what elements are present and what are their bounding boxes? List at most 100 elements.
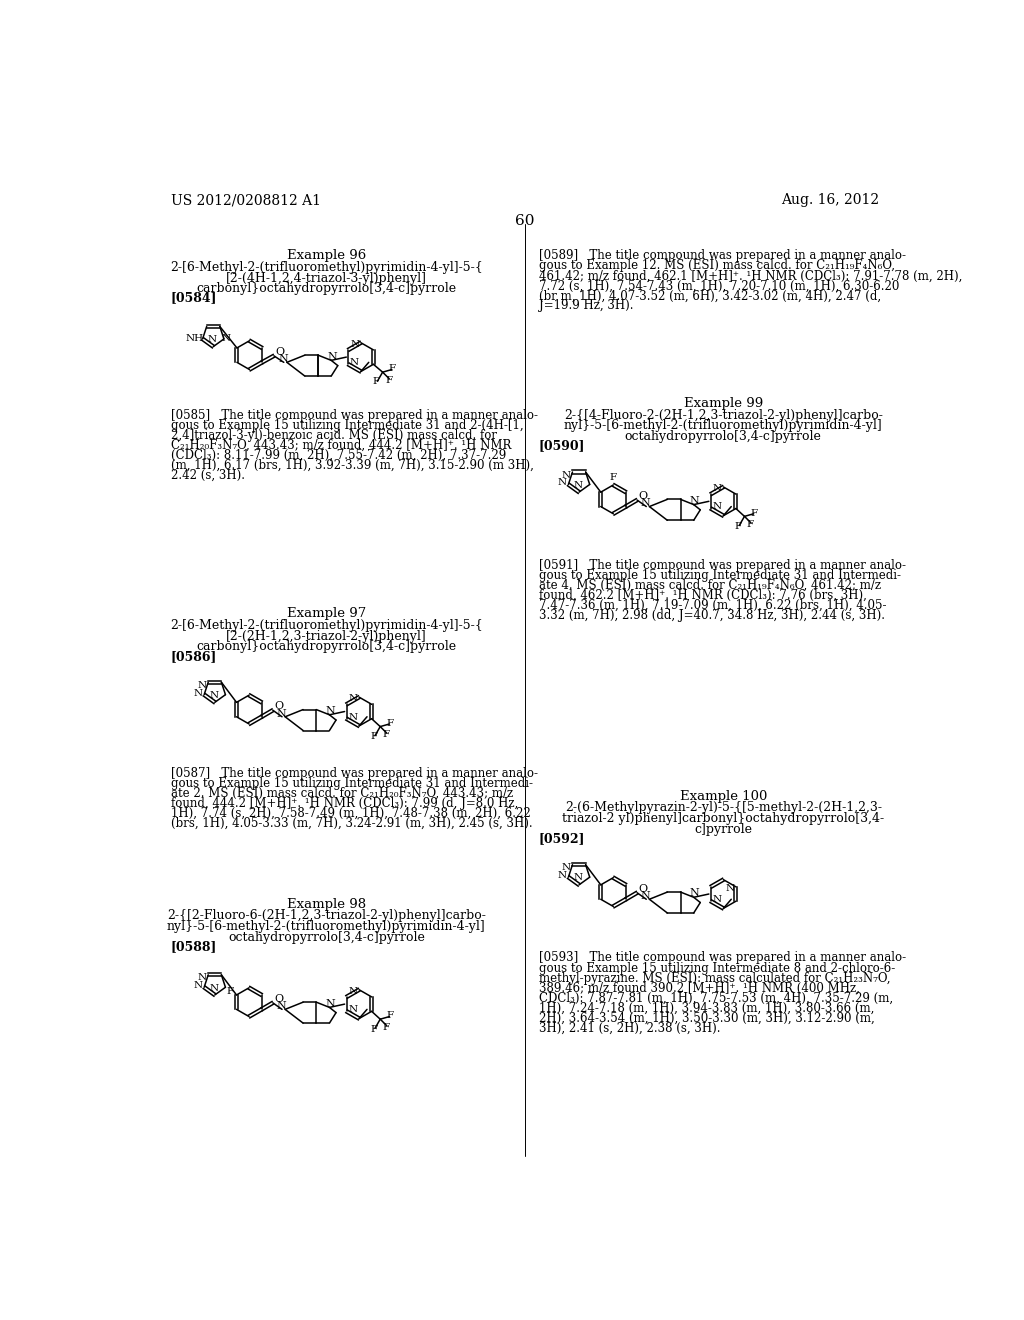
- Text: 7.47-7.36 (m, 1H), 7.19-7.09 (m, 1H), 6.22 (brs, 1H), 4.05-: 7.47-7.36 (m, 1H), 7.19-7.09 (m, 1H), 6.…: [539, 599, 886, 612]
- Text: 2-[6-Methyl-2-(trifluoromethyl)pyrimidin-4-yl]-5-{: 2-[6-Methyl-2-(trifluoromethyl)pyrimidin…: [170, 619, 482, 632]
- Text: N: N: [689, 496, 699, 506]
- Text: N: N: [350, 339, 359, 348]
- Text: N: N: [348, 694, 357, 704]
- Text: F: F: [389, 364, 396, 374]
- Text: [0586]: [0586]: [171, 649, 217, 663]
- Text: F: F: [386, 1011, 393, 1020]
- Text: 2-(6-Methylpyrazin-2-yl)-5-{[5-methyl-2-(2H-1,2,3-: 2-(6-Methylpyrazin-2-yl)-5-{[5-methyl-2-…: [564, 801, 882, 814]
- Text: US 2012/0208812 A1: US 2012/0208812 A1: [171, 193, 321, 207]
- Text: nyl}-5-[6-methyl-2-(trifluoromethyl)pyrimidin-4-yl]: nyl}-5-[6-methyl-2-(trifluoromethyl)pyri…: [167, 920, 485, 933]
- Text: [0593]   The title compound was prepared in a manner analo-: [0593] The title compound was prepared i…: [539, 952, 906, 965]
- Text: F: F: [746, 520, 754, 529]
- Text: [0588]: [0588]: [171, 940, 217, 953]
- Text: F: F: [385, 375, 392, 384]
- Text: N: N: [198, 973, 207, 982]
- Text: found, 444.2 [M+H]⁺. ¹H NMR (CDCl₃): 7.99 (d, J=8.0 Hz,: found, 444.2 [M+H]⁺. ¹H NMR (CDCl₃): 7.9…: [171, 797, 518, 809]
- Text: F: F: [383, 1023, 390, 1031]
- Text: N: N: [348, 987, 357, 995]
- Text: [0590]: [0590]: [539, 440, 586, 453]
- Text: N: N: [350, 358, 359, 367]
- Text: Example 99: Example 99: [684, 397, 763, 411]
- Text: 1H), 7.24-7.18 (m, 1H), 3.94-3.83 (m, 1H), 3.80-3.66 (m,: 1H), 7.24-7.18 (m, 1H), 3.94-3.83 (m, 1H…: [539, 1002, 874, 1015]
- Text: Example 100: Example 100: [680, 789, 767, 803]
- Text: 60: 60: [515, 214, 535, 228]
- Text: F: F: [373, 378, 380, 387]
- Text: 3H), 2.41 (s, 2H), 2.38 (s, 3H).: 3H), 2.41 (s, 2H), 2.38 (s, 3H).: [539, 1022, 720, 1035]
- Text: N: N: [348, 1006, 357, 1014]
- Text: carbonyl}octahydropyrrolo[3,4-c]pyrrole: carbonyl}octahydropyrrolo[3,4-c]pyrrole: [197, 640, 457, 653]
- Text: O: O: [275, 347, 285, 356]
- Text: gous to Example 15 utilizing Intermediate 31 and Intermedi-: gous to Example 15 utilizing Intermediat…: [171, 776, 532, 789]
- Text: N: N: [348, 713, 357, 722]
- Text: octahydropyrrolo[3,4-c]pyrrole: octahydropyrrolo[3,4-c]pyrrole: [625, 430, 821, 444]
- Text: (m, 1H), 6.17 (brs, 1H), 3.92-3.39 (m, 7H), 3.15-2.90 (m 3H),: (m, 1H), 6.17 (brs, 1H), 3.92-3.39 (m, 7…: [171, 459, 534, 471]
- Text: (br m, 1H), 4.07-3.52 (m, 6H), 3.42-3.02 (m, 4H), 2.47 (d,: (br m, 1H), 4.07-3.52 (m, 6H), 3.42-3.02…: [539, 289, 881, 302]
- Text: ate 2. MS (ESI) mass calcd. for C₂₁H₂₀F₃N₇O, 443.43; m/z: ate 2. MS (ESI) mass calcd. for C₂₁H₂₀F₃…: [171, 787, 513, 800]
- Text: N: N: [713, 484, 722, 492]
- Text: 2,4]triazol-3-yl)-benzoic acid. MS (ESI) mass calcd. for: 2,4]triazol-3-yl)-benzoic acid. MS (ESI)…: [171, 429, 497, 442]
- Text: 461.42; m/z found, 462.1 [M+H]⁺. ¹H NMR (CDCl₃): 7.91-7.78 (m, 2H),: 461.42; m/z found, 462.1 [M+H]⁺. ¹H NMR …: [539, 269, 963, 282]
- Text: triazol-2 yl)phenyl]carbonyl}octahydropyrrolo[3,4-: triazol-2 yl)phenyl]carbonyl}octahydropy…: [562, 812, 885, 825]
- Text: [0587]   The title compound was prepared in a manner analo-: [0587] The title compound was prepared i…: [171, 767, 538, 780]
- Text: N: N: [641, 891, 650, 902]
- Text: O: O: [639, 491, 648, 502]
- Text: F: F: [370, 1024, 377, 1034]
- Text: carbonyl}octahydropyrrolo[3,4-c]pyrrole: carbonyl}octahydropyrrolo[3,4-c]pyrrole: [197, 282, 457, 296]
- Text: F: F: [226, 986, 233, 995]
- Text: O: O: [274, 994, 284, 1005]
- Text: (CDCl₃): 8.11-7.99 (m, 2H), 7.55-7.42 (m, 2H), 7.37-7.29: (CDCl₃): 8.11-7.99 (m, 2H), 7.55-7.42 (m…: [171, 449, 506, 462]
- Text: N: N: [573, 874, 583, 883]
- Text: ate 4. MS (ESI) mass calcd. for C₂₁H₁₉F₄N₆O, 461.42; m/z: ate 4. MS (ESI) mass calcd. for C₂₁H₁₉F₄…: [539, 578, 881, 591]
- Text: F: F: [609, 473, 616, 482]
- Text: N: N: [198, 681, 207, 690]
- Text: [2-(2H-1,2,3-triazol-2-yl)phenyl]: [2-(2H-1,2,3-triazol-2-yl)phenyl]: [226, 630, 427, 643]
- Text: 7.72 (s, 1H), 7.54-7.43 (m, 1H), 7.20-7.10 (m, 1H), 6.30-6.20: 7.72 (s, 1H), 7.54-7.43 (m, 1H), 7.20-7.…: [539, 280, 899, 292]
- Text: [0591]   The title compound was prepared in a manner analo-: [0591] The title compound was prepared i…: [539, 558, 906, 572]
- Text: 2-{[2-Fluoro-6-(2H-1,2,3-triazol-2-yl)phenyl]carbo-: 2-{[2-Fluoro-6-(2H-1,2,3-triazol-2-yl)ph…: [167, 909, 485, 923]
- Text: N: N: [276, 709, 286, 718]
- Text: O: O: [274, 701, 284, 711]
- Text: C₂₁H₂₀F₃N₇O, 443.43; m/z found, 444.2 [M+H]⁺. ¹H NMR: C₂₁H₂₀F₃N₇O, 443.43; m/z found, 444.2 [M…: [171, 438, 511, 451]
- Text: N: N: [279, 354, 288, 364]
- Text: N: N: [326, 998, 335, 1008]
- Text: N: N: [562, 863, 570, 873]
- Text: [0589]   The title compound was prepared in a manner analo-: [0589] The title compound was prepared i…: [539, 249, 906, 263]
- Text: [0584]: [0584]: [171, 292, 217, 305]
- Text: J=19.9 Hz, 3H).: J=19.9 Hz, 3H).: [539, 300, 633, 313]
- Text: 1H), 7.74 (s, 2H), 7.58-7.49 (m, 1H), 7.48-7.38 (m, 2H), 6.22: 1H), 7.74 (s, 2H), 7.58-7.49 (m, 1H), 7.…: [171, 807, 530, 820]
- Text: Example 96: Example 96: [287, 249, 366, 263]
- Text: N: N: [558, 871, 566, 880]
- Text: N: N: [573, 480, 583, 490]
- Text: 389.46; m/z found 390.2 [M+H]⁺. ¹H NMR (400 MHz,: 389.46; m/z found 390.2 [M+H]⁺. ¹H NMR (…: [539, 982, 859, 994]
- Text: 2.42 (s, 3H).: 2.42 (s, 3H).: [171, 469, 245, 482]
- Text: F: F: [751, 508, 758, 517]
- Text: F: F: [370, 731, 377, 741]
- Text: nyl}-5-[6-methyl-2-(trifluoromethyl)pyrimidin-4-yl]: nyl}-5-[6-methyl-2-(trifluoromethyl)pyri…: [564, 420, 883, 433]
- Text: N: N: [713, 503, 722, 511]
- Text: N: N: [713, 895, 722, 904]
- Text: N: N: [641, 499, 650, 508]
- Text: N: N: [194, 689, 203, 698]
- Text: N: N: [558, 478, 566, 487]
- Text: 2-[6-Methyl-2-(trifluoromethyl)pyrimidin-4-yl]-5-{: 2-[6-Methyl-2-(trifluoromethyl)pyrimidin…: [170, 261, 482, 273]
- Text: N: N: [327, 351, 337, 362]
- Text: (brs, 1H), 4.05-3.33 (m, 7H), 3.24-2.91 (m, 3H), 2.45 (s, 3H).: (brs, 1H), 4.05-3.33 (m, 7H), 3.24-2.91 …: [171, 817, 532, 830]
- Text: F: F: [383, 730, 390, 739]
- Text: N: N: [326, 706, 335, 715]
- Text: [0585]   The title compound was prepared in a manner analo-: [0585] The title compound was prepared i…: [171, 409, 538, 421]
- Text: N: N: [221, 334, 230, 343]
- Text: N: N: [194, 981, 203, 990]
- Text: N: N: [210, 983, 218, 993]
- Text: N: N: [562, 471, 570, 479]
- Text: Example 97: Example 97: [287, 607, 366, 620]
- Text: gous to Example 12. MS (ESI) mass calcd. for C₂₁H₁₉F₄N₆O,: gous to Example 12. MS (ESI) mass calcd.…: [539, 259, 895, 272]
- Text: c]pyrrole: c]pyrrole: [694, 822, 753, 836]
- Text: Example 98: Example 98: [287, 898, 366, 911]
- Text: 2-{[4-Fluoro-2-(2H-1,2,3-triazol-2-yl)phenyl]carbo-: 2-{[4-Fluoro-2-(2H-1,2,3-triazol-2-yl)ph…: [564, 409, 883, 421]
- Text: 3.32 (m, 7H), 2.98 (dd, J=40.7, 34.8 Hz, 3H), 2.44 (s, 3H).: 3.32 (m, 7H), 2.98 (dd, J=40.7, 34.8 Hz,…: [539, 609, 885, 622]
- Text: N: N: [208, 335, 217, 345]
- Text: O: O: [639, 884, 648, 894]
- Text: methyl-pyrazine. MS (ESI): mass calculated for C₂₁H₂₃N₇O,: methyl-pyrazine. MS (ESI): mass calculat…: [539, 972, 890, 985]
- Text: Aug. 16, 2012: Aug. 16, 2012: [781, 193, 879, 207]
- Text: gous to Example 15 utilizing Intermediate 31 and 2-(4H-[1,: gous to Example 15 utilizing Intermediat…: [171, 418, 523, 432]
